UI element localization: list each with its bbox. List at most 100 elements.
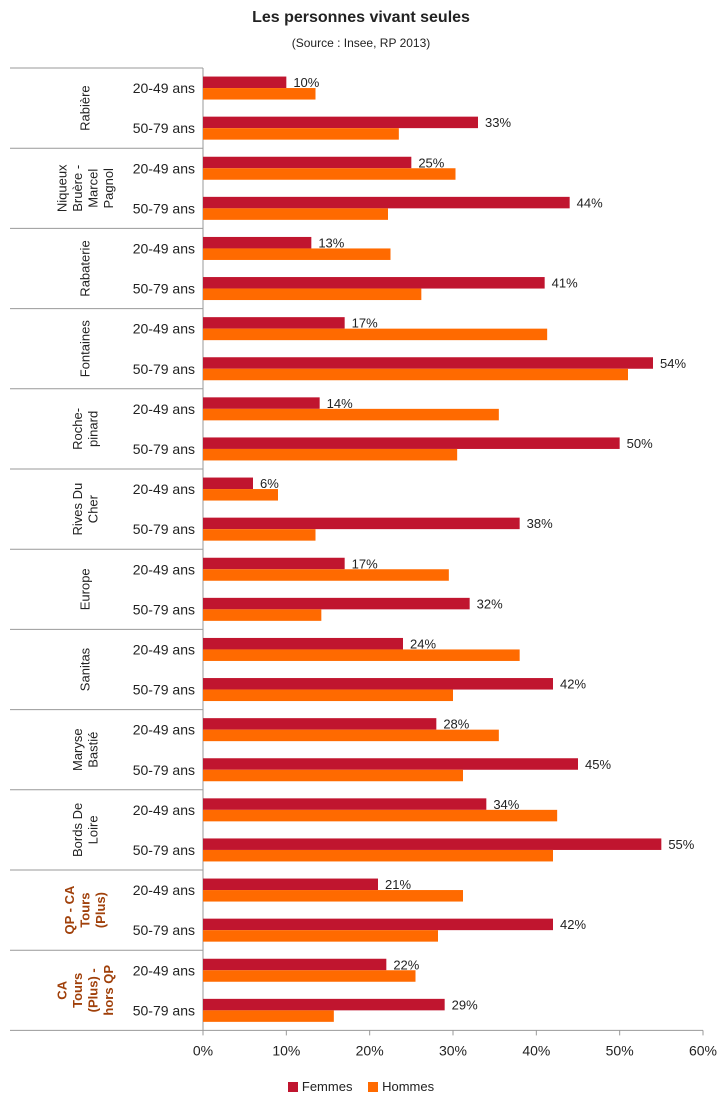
category-label: 20-49 ans [133,481,195,497]
group-label: NiqueuxBruère -MarcelPagnol [54,164,116,212]
group-label-line: Roche- [70,408,85,450]
legend-label-femmes: Femmes [301,1079,353,1094]
category-label: 50-79 ans [133,762,195,778]
group-label-line: (Plus) - [85,968,100,1012]
bar-hommes [203,930,438,942]
bar-femmes [203,76,287,89]
group-label-line: Bruère - [70,165,85,212]
bar-femmes [203,437,620,449]
bar-femmes [203,678,553,690]
bar-femmes [203,878,378,891]
legend-swatch-femmes [287,1081,298,1092]
bar-hommes [203,769,463,782]
category-label: 20-49 ans [133,641,195,657]
bar-femmes [203,116,478,129]
data-label-femmes: 25% [418,155,444,170]
group-label-line: Bastié [85,732,100,768]
group-label: Roche-pinard [70,408,101,450]
category-label: 50-79 ans [133,521,195,537]
group-label: Sanitas [78,647,93,691]
group-label-line: Tours [78,893,93,928]
x-tick-label: 50% [606,1042,634,1058]
group-label: Rabière [78,85,93,131]
category-label: 50-79 ans [133,682,195,698]
x-tick-label: 40% [522,1042,550,1058]
bar-hommes [203,328,548,341]
category-label: 20-49 ans [133,321,195,337]
bar-femmes [203,758,578,770]
bar-hommes [203,489,278,501]
category-label: 50-79 ans [133,842,195,858]
group-label-line: Pagnol [101,168,116,209]
group-label-line: Rabière [78,85,93,131]
data-label-femmes: 6% [260,476,279,491]
data-label-femmes: 33% [485,115,511,130]
x-tick-label: 30% [439,1042,467,1058]
bar-hommes [203,729,499,742]
bar-hommes [203,649,520,661]
category-label: 50-79 ans [133,361,195,377]
group-label-line: Tours [70,973,85,1008]
bar-femmes [203,357,653,369]
group-label-line: Marcel [85,169,100,208]
bar-femmes [203,718,437,730]
group-label-line: Maryse [70,728,85,771]
category-label: 50-79 ans [133,441,195,457]
data-label-femmes: 44% [577,195,603,210]
bar-femmes [203,998,445,1011]
bar-hommes [203,288,422,301]
category-label: 50-79 ans [133,120,195,136]
group-label-line: Cher [85,494,100,523]
group-label-line: Rabaterie [78,240,93,296]
data-label-femmes: 17% [352,316,378,331]
data-label-femmes: 50% [627,436,653,451]
group-label: Rabaterie [78,240,93,296]
group-label-line: pinard [85,411,100,447]
bar-hommes [203,168,456,180]
bar-hommes [203,890,463,902]
legend-item-femmes: Femmes [287,1079,353,1094]
data-label-femmes: 38% [527,516,553,531]
bar-hommes [203,970,416,982]
category-label: 20-49 ans [133,80,195,96]
bar-hommes [203,809,558,822]
bar-hommes [203,849,553,862]
group-label: CATours(Plus) -hors QP [54,965,116,1016]
legend: Femmes Hommes [0,1079,722,1095]
data-label-femmes: 32% [477,596,503,611]
data-label-femmes: 54% [660,356,686,371]
data-label-femmes: 10% [293,75,319,90]
bar-hommes [203,1010,334,1022]
bar-femmes [203,236,312,249]
group-label-line: Rives Du [70,483,85,536]
category-label: 20-49 ans [133,802,195,818]
data-label-femmes: 34% [493,797,519,812]
bar-hommes [203,208,388,220]
category-label: 50-79 ans [133,200,195,216]
category-label: 50-79 ans [133,922,195,938]
bar-hommes [203,569,449,581]
data-label-femmes: 14% [327,396,353,411]
group-label: Bords DeLoire [70,803,101,857]
category-label: 20-49 ans [133,401,195,417]
data-label-femmes: 42% [560,917,586,932]
bar-hommes [203,368,628,381]
data-label-femmes: 42% [560,677,586,692]
data-label-femmes: 24% [410,636,436,651]
group-label: QP - CATours(Plus) [62,885,108,934]
bar-hommes [203,248,391,260]
group-label: Europe [78,568,93,610]
x-tick-label: 60% [689,1042,717,1058]
bar-femmes [203,517,520,530]
data-label-femmes: 55% [668,837,694,852]
group-label: Fontaines [78,320,93,378]
category-label: 20-49 ans [133,561,195,577]
bar-femmes [203,477,253,490]
bar-hommes [203,408,499,421]
group-label-line: CA [54,980,69,999]
category-label: 20-49 ans [133,160,195,176]
bar-femmes [203,156,412,169]
group-label-line: hors QP [101,965,116,1016]
bar-femmes [203,317,345,329]
